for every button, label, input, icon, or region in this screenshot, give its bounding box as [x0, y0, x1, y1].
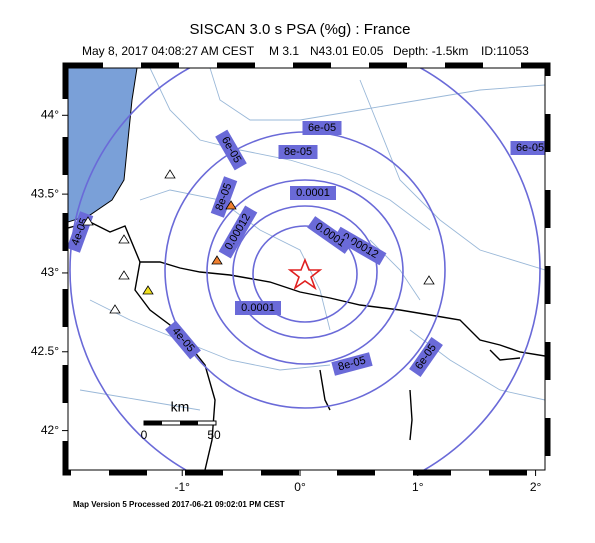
stations — [82, 169, 435, 314]
contour-label-text: 0.0001 — [241, 302, 275, 314]
epicenter — [287, 257, 323, 291]
contour-label-text: 0.0001 — [296, 187, 330, 199]
y-tick-label: 43° — [41, 265, 59, 279]
contour-label-box — [510, 141, 545, 155]
contour-label-box — [290, 186, 336, 200]
y-tick-label: 42.5° — [31, 344, 59, 358]
contour-label-box — [307, 216, 353, 254]
map-frame-ticks — [62, 62, 551, 476]
contour-label-box — [218, 205, 258, 259]
contour-label-box — [235, 301, 281, 315]
x-tick-label: 2° — [530, 480, 542, 494]
contour-label: 0.0001 — [290, 186, 336, 200]
contour-label-box — [409, 337, 443, 377]
contour-label: 8e-05 — [278, 145, 318, 159]
contour-label-box — [215, 129, 247, 171]
y-tick-label: 44° — [41, 107, 59, 121]
y-tick-label: 42° — [41, 423, 59, 437]
contour-label-text: 8e-05 — [284, 146, 312, 158]
scale-label: 50 — [207, 428, 221, 442]
contour-label: 8e-05 — [331, 352, 373, 376]
footer: Map Version 5 Processed 2017-06-21 09:02… — [73, 500, 285, 509]
event-magnitude: M 3.1 — [269, 44, 299, 58]
contour-label-box — [302, 121, 342, 135]
scale-bar: km 0 50 — [141, 399, 221, 442]
contour-label-box — [278, 145, 318, 159]
contour-label-box — [331, 352, 373, 376]
contour-label-box — [210, 176, 238, 218]
x-tick-label: -1° — [175, 480, 191, 494]
contour-label: 6e-05 — [302, 121, 342, 135]
x-tick-label: 0° — [294, 480, 306, 494]
event-location: N43.01 E0.05 — [310, 44, 384, 58]
x-tick-label: 1° — [412, 480, 424, 494]
contour-label: 0.0001 — [235, 301, 281, 315]
y-tick-label: 43.5° — [31, 186, 59, 200]
contour-label-box — [165, 320, 201, 360]
event-depth: Depth: -1.5km — [393, 44, 468, 58]
map-title: SISCAN 3.0 s PSA (%g) : France — [190, 21, 411, 38]
event-date: May 8, 2017 04:08:27 AM CEST — [82, 44, 255, 58]
scale-unit: km — [171, 399, 190, 415]
contour-label-box — [333, 226, 387, 266]
country-border — [68, 221, 545, 357]
map-frame — [67, 67, 546, 471]
contour-label: 6e-05 — [510, 141, 545, 155]
scale-label: 0 — [141, 428, 148, 442]
contour-label-text: 6e-05 — [516, 142, 544, 154]
contour-label-text: 6e-05 — [308, 122, 336, 134]
event-id: ID:11053 — [481, 44, 529, 58]
